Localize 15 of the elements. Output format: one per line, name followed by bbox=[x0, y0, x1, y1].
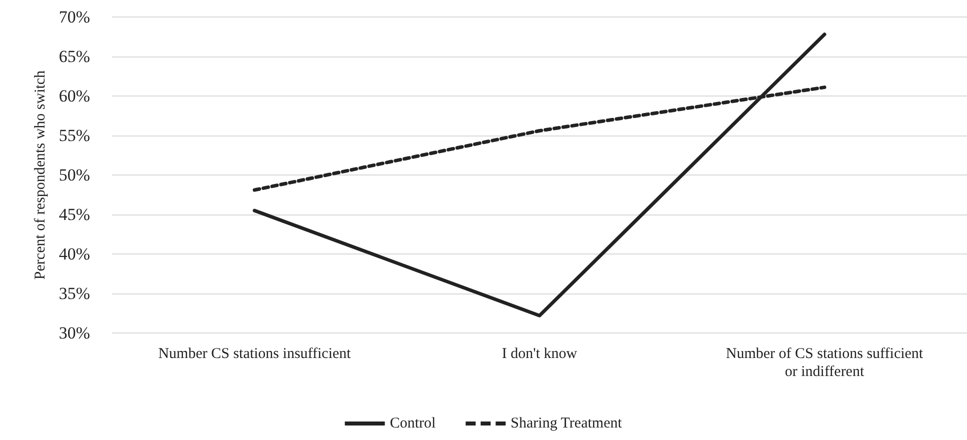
y-tick-label: 65% bbox=[58, 47, 90, 66]
y-tick-label: 40% bbox=[58, 244, 90, 264]
y-tick-label: 70% bbox=[58, 8, 90, 26]
y-tick-label: 35% bbox=[58, 284, 90, 303]
y-tick-label: 50% bbox=[58, 166, 90, 184]
legend-label: Sharing Treatment bbox=[510, 416, 623, 432]
y-tick-label: 60% bbox=[58, 86, 90, 106]
x-tick-label: Number CS stations insufficient bbox=[158, 346, 352, 362]
y-tick-label: 45% bbox=[58, 205, 90, 224]
y-axis-title: Percent of respondents who switch bbox=[32, 70, 48, 280]
y-tick-label: 55% bbox=[58, 126, 90, 145]
x-tick-label: Number of CS stations sufficient or indifferent bbox=[726, 346, 924, 380]
x-tick-label: I don't know bbox=[502, 346, 578, 362]
legend-label: Control bbox=[390, 416, 436, 432]
y-tick-label: 30% bbox=[58, 324, 90, 342]
